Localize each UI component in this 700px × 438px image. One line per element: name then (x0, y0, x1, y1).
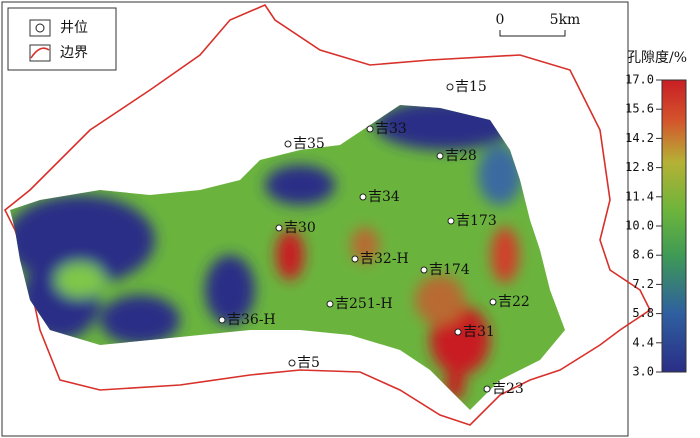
colorbar-tick-label: 12.8 (625, 160, 654, 174)
well-label: 吉32-H (360, 251, 409, 267)
well-marker (359, 193, 367, 201)
well-marker (326, 300, 334, 308)
well-marker (454, 328, 462, 336)
scale-label: 0 (496, 12, 505, 28)
well-label: 吉251-H (335, 296, 393, 312)
well-marker (420, 266, 428, 274)
legend-well-icon (35, 23, 45, 33)
colorbar (661, 79, 687, 373)
well-marker (351, 255, 359, 263)
well-label: 吉35 (293, 136, 325, 152)
legend-label: 井位 (60, 20, 88, 36)
well-marker (275, 224, 283, 232)
well-marker (447, 217, 455, 225)
legend-boundary-icon (30, 47, 50, 59)
well-label: 吉36-H (227, 312, 276, 328)
well-label: 吉34 (368, 189, 400, 205)
legend-box (7, 7, 117, 71)
well-marker (489, 298, 497, 306)
colorbar-tick-label: 4.4 (632, 335, 654, 349)
map-frame (1, 1, 629, 437)
legend-label: 边界 (60, 45, 88, 61)
scale-label: 5km (550, 12, 581, 28)
well-marker (218, 316, 226, 324)
colorbar-tick-label: 3.0 (632, 365, 654, 379)
colorbar-tick-label: 11.4 (625, 189, 654, 203)
colorbar-tick-label: 10.0 (625, 219, 654, 233)
well-marker (366, 125, 374, 133)
colorbar-tick-label: 5.8 (632, 306, 654, 320)
porosity-surface (10, 105, 565, 410)
colorbar-tick-label: 7.2 (632, 277, 654, 291)
well-label: 吉5 (297, 355, 320, 371)
legend-icon-frame (29, 44, 51, 62)
colorbar-title: 孔隙度/% (627, 50, 687, 66)
well-label: 吉33 (375, 121, 407, 137)
boundary (3, 4, 652, 426)
legend-icon-frame (29, 19, 51, 37)
well-marker (288, 359, 296, 367)
well-label: 吉31 (463, 324, 495, 340)
well-label: 吉174 (429, 262, 470, 278)
well-label: 吉30 (284, 220, 316, 236)
scale-bar (499, 30, 566, 37)
colorbar-tick-label: 14.2 (625, 131, 654, 145)
well-label: 吉15 (455, 79, 487, 95)
well-marker (483, 385, 491, 393)
well-marker (284, 140, 292, 148)
colorbar-tick-label: 15.6 (625, 102, 654, 116)
well-label: 吉28 (445, 148, 477, 164)
well-marker (446, 83, 454, 91)
well-marker (436, 152, 444, 160)
well-label: 吉23 (492, 381, 524, 397)
colorbar-tick-label: 8.6 (632, 248, 654, 262)
well-label: 吉22 (498, 294, 530, 310)
well-label: 吉173 (456, 213, 497, 229)
colorbar-tick-label: 17.0 (625, 73, 654, 87)
